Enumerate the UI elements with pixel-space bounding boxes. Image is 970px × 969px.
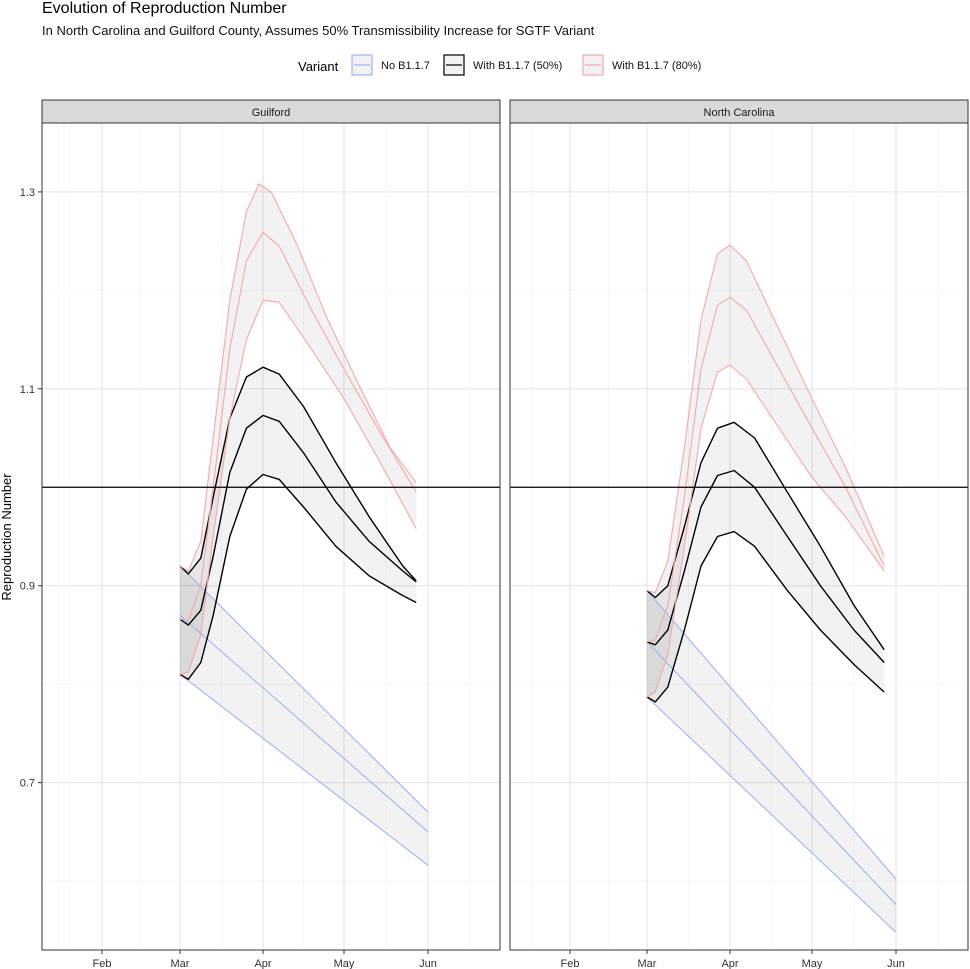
y-tick-label: 1.1 (20, 384, 35, 396)
x-tick-label: May (802, 958, 823, 969)
series-line (646, 530, 885, 703)
series-ribbon (647, 245, 885, 697)
legend-label: No B1.1.7 (381, 60, 430, 72)
series-line (179, 673, 429, 866)
legend: Variant No B1.1.7 With B1.1.7 (50%) With B… (298, 54, 701, 76)
y-tick-label: 1.3 (20, 187, 35, 199)
series-line (646, 364, 885, 698)
panel-border (509, 122, 969, 951)
x-tick-label: Mar (171, 958, 190, 969)
series-ribbon (647, 590, 896, 933)
chart-title: Evolution of Reproduction Number (42, 0, 287, 17)
series-line (179, 565, 429, 813)
x-tick-label: Jun (887, 958, 905, 969)
series-line (646, 641, 897, 906)
series-line (179, 183, 417, 572)
series-line (646, 296, 885, 643)
x-tick-label: Jun (419, 958, 437, 969)
x-tick-label: Mar (638, 958, 657, 969)
series-line (179, 614, 429, 833)
legend-entry: With B1.1.7 (80%) (582, 54, 701, 76)
legend-label: With B1.1.7 (80%) (612, 60, 701, 72)
x-tick-label: Feb (561, 958, 580, 969)
series-line (646, 696, 897, 933)
x-tick-label: May (334, 958, 355, 969)
y-axis: 0.7 0.9 1.1 1.3 (20, 187, 42, 790)
facet-panels: Guilford Feb Mar Apr May Jun North Carolina Feb… (20, 99, 969, 969)
legend-label: With B1.1.7 (50%) (473, 60, 562, 72)
series-line (179, 366, 417, 582)
series-line (179, 473, 417, 680)
series-line (646, 421, 885, 651)
x-tick-label: Feb (93, 958, 112, 969)
series-line (179, 231, 417, 621)
series-ribbon (180, 367, 417, 680)
series-ribbon (647, 422, 885, 702)
x-tick-label: Apr (254, 958, 271, 969)
facet-panel: Guilford Feb Mar Apr May Jun (41, 99, 501, 969)
y-tick-label: 0.7 (20, 778, 35, 790)
facet-strip-label: Guilford (252, 107, 291, 119)
panel-background (509, 122, 969, 951)
facet-strip-label: North Carolina (704, 107, 776, 119)
series-line (646, 244, 885, 594)
x-tick-label: Apr (721, 958, 738, 969)
legend-entry: With B1.1.7 (50%) (443, 54, 562, 76)
series-line (646, 590, 897, 880)
series-line (179, 414, 417, 626)
series-ribbon (180, 566, 428, 866)
series-line (179, 299, 417, 675)
series-ribbon (180, 184, 417, 675)
legend-title: Variant (298, 59, 339, 74)
panel-border (41, 122, 501, 951)
chart-subtitle: In North Carolina and Guilford County, A… (42, 23, 595, 38)
facet-panel: North Carolina Feb Mar Apr May Jun (509, 99, 969, 969)
y-axis-title: Reproduction Number (0, 473, 14, 601)
panel-background (41, 122, 501, 951)
legend-entry: No B1.1.7 (351, 54, 430, 76)
series-line (646, 469, 885, 663)
y-tick-label: 0.9 (20, 581, 35, 593)
